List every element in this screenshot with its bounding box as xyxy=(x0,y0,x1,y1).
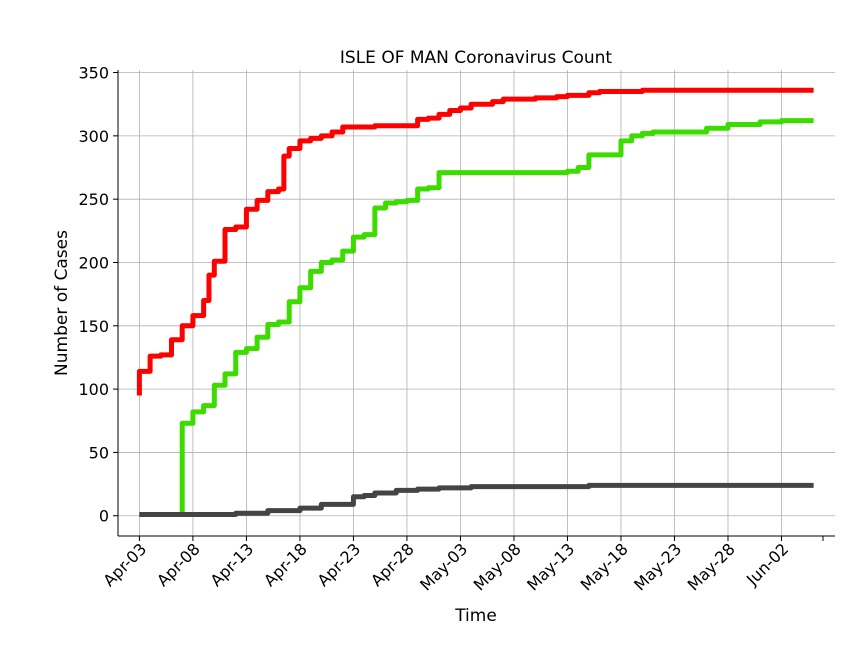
series-line-3 xyxy=(139,482,814,517)
x-axis-title: Time xyxy=(454,606,497,626)
y-tick-label: 250 xyxy=(78,190,109,209)
chart-title: ISLE OF MAN Coronavirus Count xyxy=(340,48,613,68)
y-tick-label: 200 xyxy=(78,253,109,272)
series-lines xyxy=(136,87,814,517)
y-tick-label: 150 xyxy=(78,317,109,336)
y-tick-label: 100 xyxy=(78,380,109,399)
y-tick-label: 50 xyxy=(89,443,109,462)
y-axis-ticks: 0 50 100 150 200 250 300 350 xyxy=(78,64,118,526)
series-line-2 xyxy=(139,118,814,517)
y-tick-label: 300 xyxy=(78,127,109,146)
axes xyxy=(117,70,835,537)
y-tick-label: 0 xyxy=(99,507,109,526)
gridlines xyxy=(118,70,835,536)
series-line-1 xyxy=(136,87,814,396)
y-axis-title: Number of Cases xyxy=(52,230,72,376)
y-tick-label: 350 xyxy=(78,64,109,83)
